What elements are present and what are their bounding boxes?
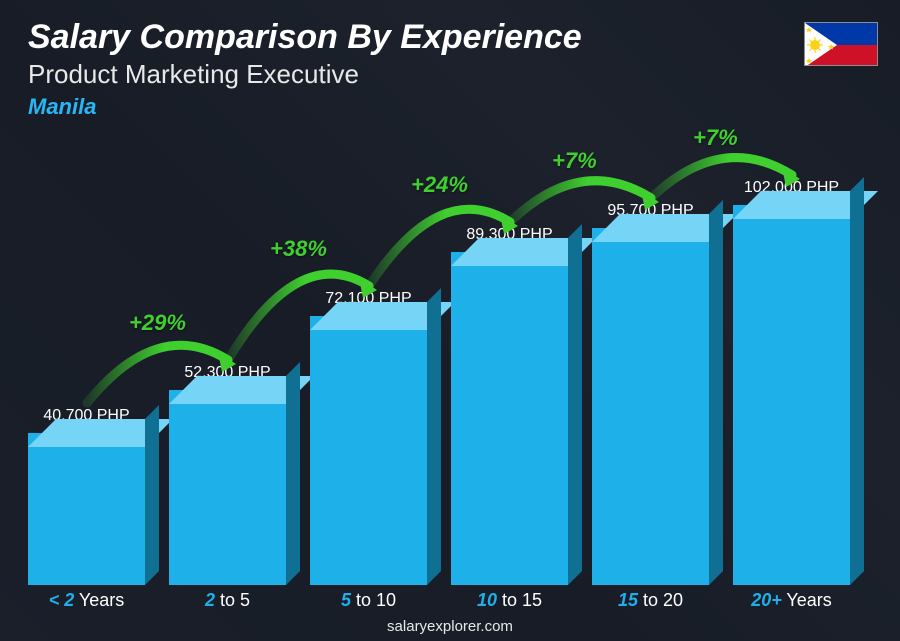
increase-label: +7% [693, 125, 738, 151]
subtitle: Product Marketing Executive [28, 59, 582, 90]
category-label: 2 to 5 [169, 590, 286, 611]
bar-chart: 40,700 PHP52,300 PHP72,100 PHP89,300 PHP… [28, 140, 850, 585]
increase-label: +38% [270, 236, 327, 262]
footer-source: salaryexplorer.com [0, 618, 900, 635]
bar: 40,700 PHP [28, 407, 145, 585]
category-label: 15 to 20 [592, 590, 709, 611]
increase-label: +24% [411, 172, 468, 198]
page-title: Salary Comparison By Experience [28, 18, 582, 57]
category-label: < 2 Years [28, 590, 145, 611]
bar: 102,000 PHP [733, 179, 850, 585]
increase-label: +29% [129, 310, 186, 336]
category-label: 5 to 10 [310, 590, 427, 611]
header: Salary Comparison By Experience Product … [28, 18, 582, 120]
flag-philippines [804, 22, 878, 66]
bar: 72,100 PHP [310, 290, 427, 585]
category-label: 20+ Years [733, 590, 850, 611]
bar: 52,300 PHP [169, 364, 286, 585]
increase-label: +7% [552, 148, 597, 174]
category-label: 10 to 15 [451, 590, 568, 611]
location: Manila [28, 94, 582, 120]
category-axis: < 2 Years 2 to 5 5 to 10 10 to 15 15 to 20 20… [28, 590, 850, 611]
bar: 89,300 PHP [451, 226, 568, 585]
bar: 95,700 PHP [592, 202, 709, 585]
